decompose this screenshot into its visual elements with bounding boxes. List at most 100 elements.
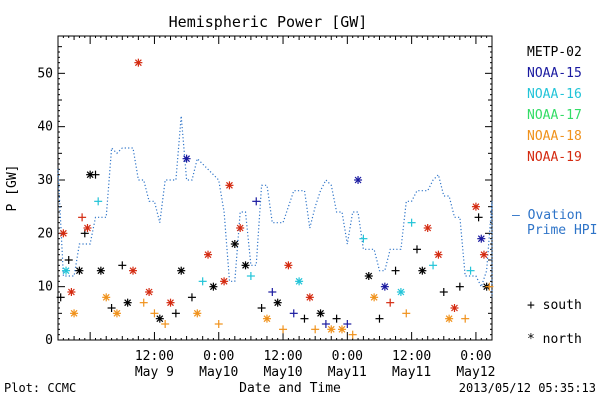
north-point — [67, 288, 76, 296]
north-point — [83, 224, 92, 232]
north-point — [102, 293, 111, 302]
north-point — [236, 224, 245, 232]
south-point — [94, 197, 103, 206]
south-point — [64, 256, 73, 264]
north-point — [86, 170, 95, 179]
south-point — [289, 309, 298, 318]
south-point — [485, 282, 494, 291]
north-point — [209, 282, 218, 291]
x-tick-label-time: 12:00 — [135, 349, 174, 364]
south-point — [391, 266, 400, 275]
plot-credit: Plot: CCMC — [4, 381, 76, 395]
south-point — [461, 314, 470, 323]
south-point — [171, 309, 180, 318]
north-point — [182, 154, 191, 163]
south-point — [118, 261, 127, 270]
south-point — [214, 320, 223, 328]
north-point — [230, 240, 239, 248]
y-axis: 0 10 20 30 40 50 — [37, 46, 492, 348]
south-point — [386, 298, 395, 307]
north-point — [134, 58, 143, 67]
north-point — [364, 272, 373, 280]
south-point — [343, 320, 352, 328]
north-point — [396, 288, 405, 296]
y-tick-label: 40 — [37, 120, 53, 135]
north-point — [166, 298, 175, 307]
y-axis-label: P [GW] — [5, 165, 20, 212]
south-point — [300, 314, 309, 323]
south-point — [332, 314, 341, 323]
north-point — [177, 266, 186, 275]
north-point — [225, 181, 234, 190]
north-point — [445, 314, 454, 323]
south-point — [348, 330, 357, 339]
south-point — [252, 197, 261, 206]
north-point — [204, 250, 213, 259]
north-point — [75, 266, 84, 275]
legend-entry: METP-02 — [527, 45, 582, 60]
x-tick-label-time: 12:00 — [392, 349, 431, 364]
legend-south: + south — [527, 298, 582, 313]
south-point — [268, 288, 277, 296]
legend-entry: NOAA-15 — [527, 66, 582, 81]
north-point — [471, 202, 480, 211]
x-tick-label-date: May11 — [328, 365, 367, 380]
south-point — [359, 234, 368, 243]
north-point — [62, 266, 71, 275]
south-point — [91, 170, 100, 179]
x-tick-label-time: 0:00 — [203, 349, 234, 364]
north-point — [123, 298, 132, 307]
north-point — [434, 250, 443, 259]
x-axis-label: Date and Time — [239, 381, 341, 396]
legend-entry: NOAA-19 — [527, 150, 582, 165]
ovation-hpi-series — [57, 115, 493, 298]
south-point — [429, 261, 438, 270]
south-point — [187, 293, 196, 302]
north-point — [262, 314, 271, 323]
south-point — [161, 320, 170, 328]
y-tick-label: 20 — [37, 226, 53, 241]
north-point — [337, 325, 346, 334]
south-point — [78, 213, 87, 222]
ovation-legend-line2: Prime HPI — [527, 223, 597, 238]
legend: METP-02 NOAA-15 NOAA-16 NOAA-17 NOAA-18 NOAA-… — [527, 45, 582, 165]
north-point — [129, 266, 138, 275]
legend-entry: NOAA-17 — [527, 108, 582, 123]
south-point — [466, 266, 475, 275]
legend-entry: NOAA-18 — [527, 129, 582, 144]
x-tick-label-date: May 9 — [135, 365, 174, 380]
y-tick-label: 0 — [45, 333, 53, 348]
legend-north: * north — [527, 332, 582, 347]
x-tick-label-time: 0:00 — [332, 349, 363, 364]
north-point — [112, 309, 121, 318]
south-point — [321, 320, 330, 328]
ovation-legend-line1: — Ovation — [512, 208, 582, 223]
north-point — [193, 309, 202, 318]
south-point — [139, 298, 148, 307]
south-point — [56, 293, 65, 302]
south-point — [474, 213, 483, 222]
south-point — [412, 245, 421, 254]
south-point — [257, 304, 266, 312]
north-point — [96, 266, 105, 275]
south-point — [455, 282, 464, 291]
y-tick-label: 10 — [37, 280, 53, 295]
x-tick-label-date: May10 — [199, 365, 238, 380]
north-point — [59, 229, 68, 238]
north-point — [327, 325, 336, 334]
south-point — [311, 325, 320, 334]
y-tick-label: 30 — [37, 173, 53, 188]
chart-title: Hemispheric Power [GW] — [169, 13, 368, 31]
south-point — [150, 309, 159, 318]
north-point — [145, 288, 154, 296]
north-point — [241, 261, 250, 270]
south-point — [246, 272, 255, 280]
timestamp: 2013/05/12 05:35:13 — [459, 381, 596, 395]
x-tick-label-time: 12:00 — [263, 349, 302, 364]
north-point — [273, 298, 282, 307]
south-point — [107, 304, 116, 312]
north-point — [155, 314, 164, 323]
north-point — [284, 261, 293, 270]
